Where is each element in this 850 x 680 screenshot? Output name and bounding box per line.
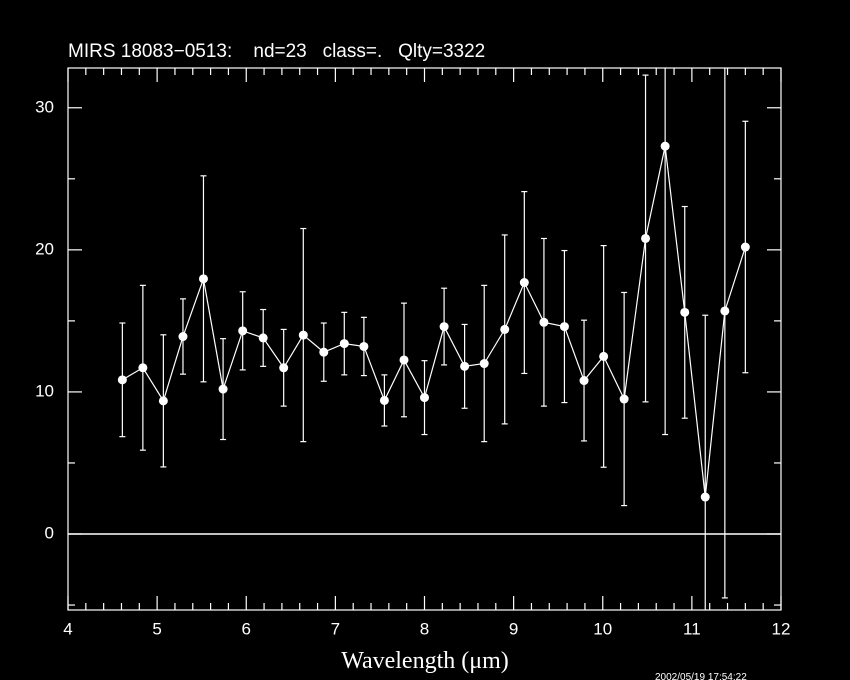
data-point <box>298 330 308 340</box>
x-tick-label: 9 <box>509 619 518 638</box>
data-point <box>138 363 148 373</box>
data-point <box>319 347 329 357</box>
data-point <box>439 322 449 332</box>
data-point <box>460 361 470 371</box>
x-tick-label: 10 <box>593 619 612 638</box>
plot-area <box>68 68 781 610</box>
chart-title: MIRS 18083−0513: nd=23 class=. Qlty=3322 <box>68 41 485 62</box>
y-tick-label: 30 <box>35 97 54 116</box>
x-tick-label: 6 <box>242 619 251 638</box>
data-point <box>218 384 228 394</box>
data-point <box>420 393 429 403</box>
x-tick-label: 8 <box>420 619 429 638</box>
data-point <box>399 355 409 365</box>
y-tick-label: 10 <box>35 381 54 400</box>
data-point <box>539 317 549 327</box>
x-tick-label: 12 <box>772 619 791 638</box>
data-point <box>559 322 569 332</box>
data-point <box>117 375 127 385</box>
data-point <box>641 233 651 243</box>
data-point <box>599 351 609 361</box>
y-tick-label: 0 <box>45 523 54 542</box>
data-point <box>660 141 670 151</box>
data-point <box>379 395 389 405</box>
y-tick-label: 20 <box>35 239 54 258</box>
data-point <box>279 363 289 373</box>
data-point <box>700 492 710 502</box>
data-point <box>680 307 690 317</box>
data-line <box>122 146 746 498</box>
data-point <box>720 306 730 316</box>
x-tick-label: 5 <box>152 619 161 638</box>
data-point <box>619 394 629 404</box>
data-point <box>579 376 589 386</box>
data-point <box>258 333 268 343</box>
timestamp: 2002/05/19 17:54:22 <box>655 672 747 680</box>
x-tick-label: 7 <box>331 619 340 638</box>
data-point <box>238 326 248 336</box>
data-point <box>158 396 168 406</box>
x-tick-label: 4 <box>63 619 72 638</box>
data-point <box>740 242 750 252</box>
data-point <box>339 339 349 349</box>
x-axis-label: Wavelength (μm) <box>341 648 509 674</box>
data-point <box>500 324 510 334</box>
data-point <box>519 278 529 288</box>
data-point <box>479 359 489 369</box>
data-point <box>178 332 188 342</box>
data-point <box>198 274 208 284</box>
x-tick-label: 11 <box>683 619 701 638</box>
data-point <box>359 341 369 351</box>
